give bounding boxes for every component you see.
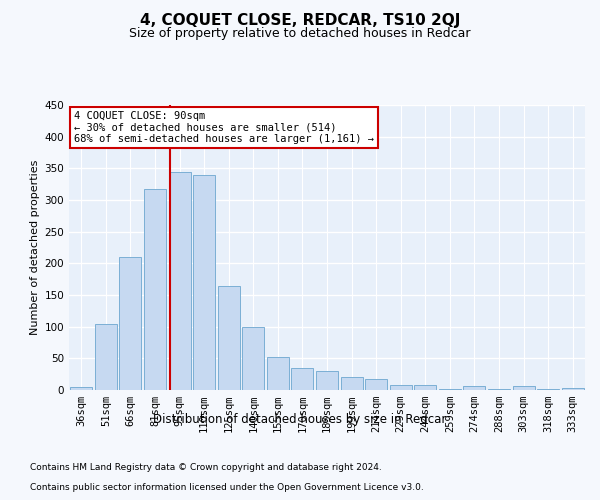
- Text: 4 COQUET CLOSE: 90sqm
← 30% of detached houses are smaller (514)
68% of semi-det: 4 COQUET CLOSE: 90sqm ← 30% of detached …: [74, 110, 374, 144]
- Bar: [292, 368, 313, 390]
- Text: Contains public sector information licensed under the Open Government Licence v3: Contains public sector information licen…: [30, 484, 424, 492]
- Bar: [463, 386, 485, 390]
- Bar: [95, 324, 117, 390]
- Bar: [512, 386, 535, 390]
- Bar: [169, 172, 191, 390]
- Bar: [365, 378, 387, 390]
- Y-axis label: Number of detached properties: Number of detached properties: [30, 160, 40, 335]
- Bar: [193, 174, 215, 390]
- Bar: [562, 388, 584, 390]
- Bar: [341, 378, 362, 390]
- Bar: [439, 388, 461, 390]
- Bar: [414, 385, 436, 390]
- Text: 4, COQUET CLOSE, REDCAR, TS10 2QJ: 4, COQUET CLOSE, REDCAR, TS10 2QJ: [140, 12, 460, 28]
- Bar: [70, 387, 92, 390]
- Bar: [389, 385, 412, 390]
- Bar: [488, 388, 510, 390]
- Bar: [537, 388, 559, 390]
- Bar: [144, 188, 166, 390]
- Bar: [218, 286, 240, 390]
- Bar: [242, 326, 265, 390]
- Bar: [119, 257, 142, 390]
- Bar: [316, 371, 338, 390]
- Text: Size of property relative to detached houses in Redcar: Size of property relative to detached ho…: [129, 28, 471, 40]
- Text: Distribution of detached houses by size in Redcar: Distribution of detached houses by size …: [154, 412, 446, 426]
- Bar: [267, 357, 289, 390]
- Text: Contains HM Land Registry data © Crown copyright and database right 2024.: Contains HM Land Registry data © Crown c…: [30, 464, 382, 472]
